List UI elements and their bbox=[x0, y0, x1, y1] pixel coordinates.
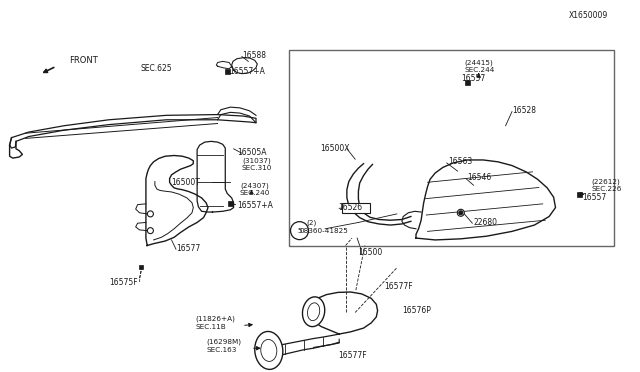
Text: 16577F: 16577F bbox=[338, 351, 367, 360]
Bar bbox=[228, 201, 233, 206]
Text: X1650009: X1650009 bbox=[569, 11, 608, 20]
Text: (24415): (24415) bbox=[465, 59, 493, 66]
Text: SEC.310: SEC.310 bbox=[242, 165, 272, 171]
Text: (11826+A): (11826+A) bbox=[195, 315, 235, 322]
Circle shape bbox=[147, 228, 154, 234]
Text: 16528: 16528 bbox=[512, 106, 536, 115]
Text: 16557: 16557 bbox=[582, 193, 607, 202]
Text: 16557: 16557 bbox=[461, 74, 485, 83]
Text: 16526: 16526 bbox=[338, 203, 362, 212]
Bar bbox=[465, 80, 470, 85]
Text: 16557+A: 16557+A bbox=[237, 201, 273, 210]
Text: SEC.625: SEC.625 bbox=[141, 64, 172, 73]
Circle shape bbox=[458, 209, 464, 216]
Text: 16577: 16577 bbox=[176, 244, 200, 253]
Text: 16500X: 16500X bbox=[320, 144, 349, 153]
Bar bbox=[225, 69, 230, 74]
Text: SEC.240: SEC.240 bbox=[240, 190, 270, 196]
Text: SEC.11B: SEC.11B bbox=[195, 324, 226, 330]
Bar bbox=[139, 265, 143, 269]
Text: 16575F: 16575F bbox=[109, 278, 138, 287]
Circle shape bbox=[459, 211, 463, 215]
Circle shape bbox=[291, 222, 308, 240]
Text: 16563: 16563 bbox=[448, 157, 472, 166]
Ellipse shape bbox=[303, 297, 324, 327]
Text: (31037): (31037) bbox=[242, 157, 271, 164]
Bar bbox=[577, 192, 582, 197]
Text: 16500: 16500 bbox=[358, 248, 383, 257]
Text: 5: 5 bbox=[298, 228, 301, 234]
Text: 08360-41825: 08360-41825 bbox=[300, 228, 348, 234]
Text: FRONT: FRONT bbox=[69, 56, 98, 65]
Ellipse shape bbox=[255, 331, 283, 369]
Text: (16298M): (16298M) bbox=[206, 339, 241, 346]
Circle shape bbox=[147, 211, 154, 217]
Ellipse shape bbox=[307, 303, 320, 321]
Text: SEC.163: SEC.163 bbox=[206, 347, 236, 353]
Text: 16588: 16588 bbox=[242, 51, 266, 60]
Text: 16557+A: 16557+A bbox=[229, 67, 265, 76]
Text: (2): (2) bbox=[306, 220, 316, 227]
Bar bbox=[342, 203, 370, 213]
Text: 22680: 22680 bbox=[474, 218, 498, 227]
Bar bbox=[289, 50, 614, 246]
Text: 16500T: 16500T bbox=[172, 178, 200, 187]
Text: SEC.226: SEC.226 bbox=[591, 186, 621, 192]
Ellipse shape bbox=[260, 339, 277, 362]
Text: 16546: 16546 bbox=[467, 173, 492, 182]
Text: 16577F: 16577F bbox=[384, 282, 413, 291]
Text: 16505A: 16505A bbox=[237, 148, 266, 157]
Text: SEC.244: SEC.244 bbox=[465, 67, 495, 73]
Text: 16576P: 16576P bbox=[402, 306, 431, 315]
Text: (24307): (24307) bbox=[240, 182, 269, 189]
Text: (22612): (22612) bbox=[591, 178, 620, 185]
